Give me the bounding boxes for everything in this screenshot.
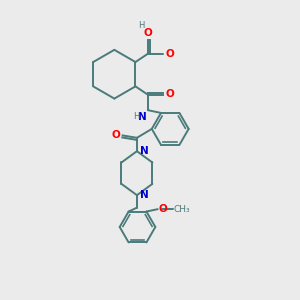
Text: N: N xyxy=(140,146,149,156)
Text: H: H xyxy=(134,112,140,121)
Text: CH₃: CH₃ xyxy=(173,205,190,214)
Text: H: H xyxy=(138,21,145,30)
Text: N: N xyxy=(140,190,149,200)
Text: N: N xyxy=(138,112,147,122)
Text: O: O xyxy=(143,28,152,38)
Text: O: O xyxy=(166,89,174,99)
Text: O: O xyxy=(166,49,174,59)
Text: O: O xyxy=(159,204,168,214)
Text: O: O xyxy=(112,130,120,140)
